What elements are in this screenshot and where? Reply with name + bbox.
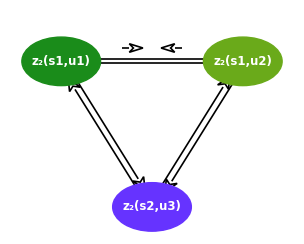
- Text: z₂(s2,u3): z₂(s2,u3): [123, 200, 181, 214]
- Ellipse shape: [113, 183, 191, 231]
- Polygon shape: [68, 79, 80, 92]
- Ellipse shape: [203, 37, 282, 86]
- Polygon shape: [165, 179, 177, 192]
- Polygon shape: [218, 76, 230, 89]
- Ellipse shape: [22, 37, 101, 86]
- Polygon shape: [129, 44, 143, 52]
- Polygon shape: [161, 44, 175, 52]
- Text: z₂(s1,u1): z₂(s1,u1): [32, 55, 91, 68]
- Text: z₂(s1,u2): z₂(s1,u2): [213, 55, 272, 68]
- Polygon shape: [133, 177, 145, 190]
